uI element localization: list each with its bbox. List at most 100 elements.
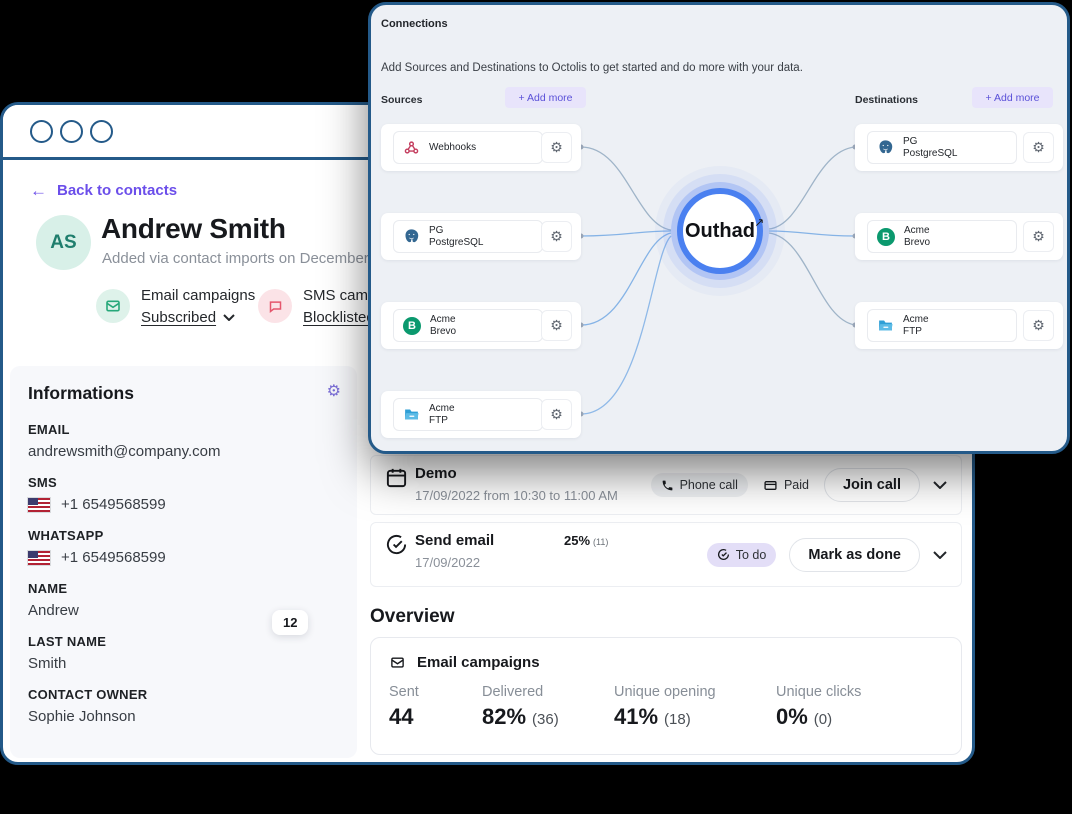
connector-box: Acme FTP — [867, 309, 1017, 342]
connector-box: Acme FTP — [393, 398, 543, 431]
source-card-postgresql[interactable]: PG PostgreSQL ⚙ — [381, 213, 581, 260]
overview-heading: Overview — [370, 606, 455, 627]
phone-icon — [662, 480, 672, 490]
gear-icon[interactable]: ⚙ — [541, 132, 572, 163]
connector-name-line2: PostgreSQL — [903, 147, 958, 159]
window-control-1[interactable] — [30, 119, 53, 143]
field-label-name: NAME — [28, 581, 68, 596]
stat-unique-opening: Unique opening 41% (18) — [614, 684, 716, 730]
expand-task-button[interactable] — [933, 550, 947, 559]
connector-box: PG PostgreSQL — [393, 220, 543, 253]
connector-name: Webhooks — [429, 141, 477, 153]
connector-name-line2: FTP — [429, 414, 448, 426]
center-node-text: Outhad — [685, 219, 755, 242]
owner-value: Sophie Johnson — [28, 708, 136, 725]
stat-sent: Sent 44 — [389, 684, 419, 730]
calendar-icon — [385, 466, 408, 494]
connector-box: Webhooks — [393, 131, 543, 164]
add-destination-button[interactable]: + Add more — [972, 87, 1053, 108]
connector-name-line1: Acme — [903, 313, 929, 325]
stat-unique-clicks: Unique clicks 0% (0) — [776, 684, 861, 730]
email-subscription-status[interactable]: Subscribed — [141, 309, 255, 326]
todo-tag: To do — [706, 542, 777, 567]
stat-label: Unique clicks — [776, 684, 862, 700]
connections-description: Add Sources and Destinations to Octolis … — [381, 62, 803, 74]
chevron-down-icon — [933, 481, 947, 489]
window-control-3[interactable] — [90, 119, 113, 143]
tag-label: Phone call — [679, 478, 738, 492]
stat-sub: (18) — [664, 711, 691, 728]
gear-icon[interactable]: ⚙ — [326, 383, 341, 400]
us-flag-icon — [27, 549, 51, 566]
sms-value: +1 6549568599 — [61, 496, 166, 513]
ftp-icon — [879, 320, 893, 331]
gear-icon[interactable]: ⚙ — [541, 221, 572, 252]
destinations-label: Destinations — [855, 94, 919, 106]
sources-label: Sources — [381, 94, 423, 106]
stat-value: 44 — [389, 704, 414, 729]
tag-label: Paid — [783, 478, 809, 492]
expand-task-button[interactable] — [933, 481, 947, 489]
source-card-webhooks[interactable]: Webhooks ⚙ — [381, 124, 581, 171]
gear-icon[interactable]: ⚙ — [1023, 132, 1054, 163]
credit-card-icon — [764, 480, 777, 490]
back-to-contacts-link[interactable]: ← Back to contacts — [30, 182, 177, 199]
stat-value: 0% — [776, 704, 808, 729]
connector-name-line2: Brevo — [430, 325, 457, 337]
check-circle-icon — [385, 533, 408, 561]
connections-title: Connections — [381, 18, 448, 30]
window-control-2[interactable] — [60, 119, 83, 143]
task-title: Demo — [415, 465, 457, 482]
connector-name-line2: PostgreSQL — [429, 236, 484, 248]
sms-subscription-status[interactable]: Blocklisted — [303, 309, 412, 326]
email-campaigns-overview-card: Email campaigns Sent 44 Delivered 82% (36… — [370, 637, 962, 755]
mark-as-done-button[interactable]: Mark as done — [789, 537, 920, 572]
source-card-brevo[interactable]: B Acme Brevo ⚙ — [381, 302, 581, 349]
status-text: Subscribed — [141, 309, 217, 326]
destination-card-brevo[interactable]: B Acme Brevo ⚙ — [855, 213, 1063, 260]
field-value-whatsapp: +1 6549568599 — [27, 549, 339, 566]
email-campaigns-channel: Email campaigns Subscribed — [96, 287, 255, 326]
destination-card-ftp[interactable]: Acme FTP ⚙ — [855, 302, 1063, 349]
progress-percent: 25% — [564, 533, 591, 548]
chevron-down-icon — [933, 550, 947, 559]
whatsapp-value: +1 6549568599 — [61, 549, 166, 566]
gear-icon[interactable]: ⚙ — [541, 310, 572, 341]
webhooks-icon — [404, 141, 419, 154]
task-datetime: 17/09/2022 from 10:30 to 11:00 AM — [415, 488, 618, 503]
octolis-center-node[interactable]: Outhad — [677, 188, 763, 274]
connector-name-line1: Acme — [429, 402, 455, 414]
brevo-icon: B — [403, 316, 421, 335]
task-datetime: 17/09/2022 — [415, 555, 481, 570]
postgresql-icon — [405, 229, 419, 243]
gear-icon[interactable]: ⚙ — [1023, 310, 1054, 341]
sms-campaigns-icon — [258, 289, 292, 323]
back-arrow-icon: ← — [30, 181, 47, 200]
progress-count: (11) — [593, 537, 609, 547]
gear-icon[interactable]: ⚙ — [1023, 221, 1054, 252]
source-card-ftp[interactable]: Acme FTP ⚙ — [381, 391, 581, 438]
task-progress: 25% (11) — [564, 533, 608, 548]
informations-panel: Informations ⚙ EMAIL andrewsmith@company… — [10, 366, 357, 758]
connector-name-line2: Brevo — [904, 236, 931, 248]
add-source-button[interactable]: + Add more — [505, 87, 586, 108]
connector-box: B Acme Brevo — [393, 309, 543, 342]
paid-tag: Paid — [761, 473, 811, 497]
gear-icon[interactable]: ⚙ — [541, 399, 572, 430]
field-label-sms: SMS — [28, 475, 57, 490]
connections-window: Connections Add Sources and Destinations… — [368, 2, 1070, 454]
field-value-lastname: Smith — [28, 655, 339, 672]
avatar: AS — [36, 215, 91, 270]
field-label-owner: CONTACT OWNER — [28, 687, 148, 702]
stat-label: Unique opening — [614, 684, 716, 700]
stat-sub: (0) — [813, 711, 833, 728]
center-node-label: Outhad — [685, 218, 763, 243]
task-title: Send email — [415, 532, 495, 549]
destination-card-postgresql[interactable]: PG PostgreSQL ⚙ — [855, 124, 1063, 171]
name-value: Andrew — [28, 602, 79, 619]
field-label-whatsapp: WHATSAPP — [28, 528, 104, 543]
connector-name-line1: PG — [903, 135, 918, 147]
join-call-button[interactable]: Join call — [823, 468, 920, 502]
envelope-icon — [391, 657, 404, 668]
back-link-label: Back to contacts — [57, 182, 178, 199]
